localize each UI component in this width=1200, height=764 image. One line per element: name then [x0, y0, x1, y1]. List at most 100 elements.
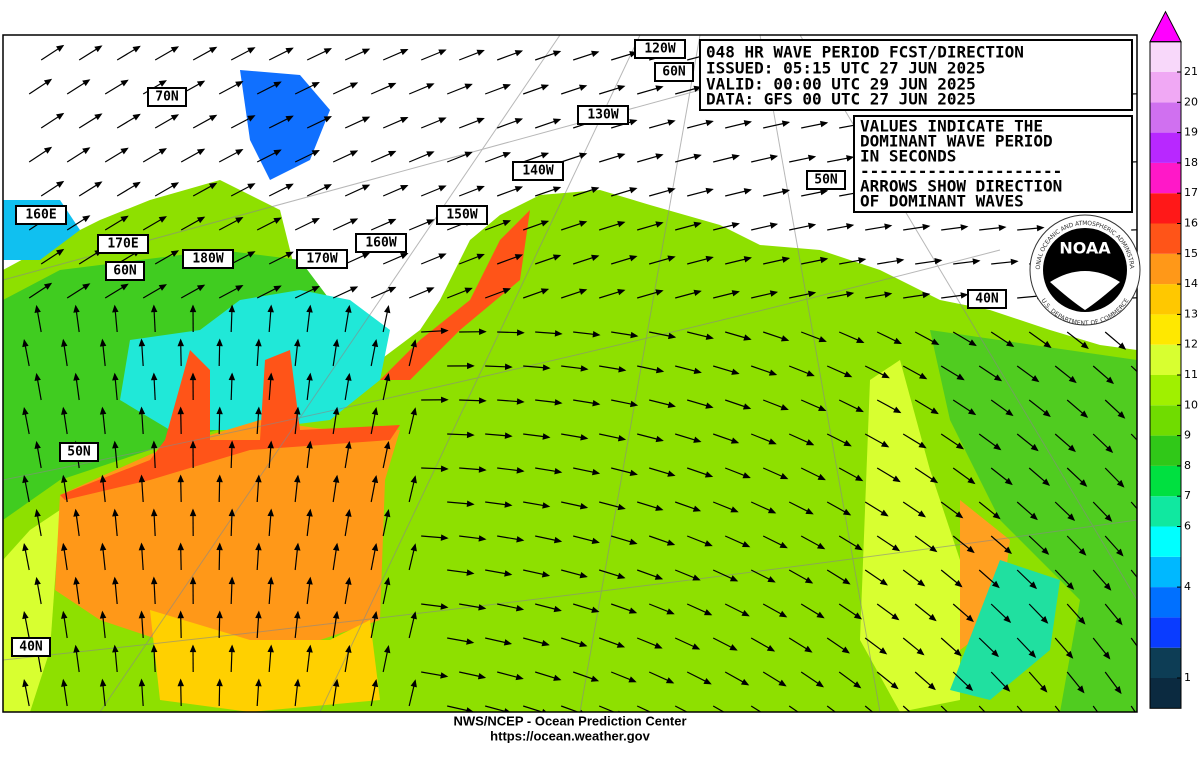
arrow-head	[917, 579, 926, 587]
arrow-head	[743, 188, 752, 195]
arrow-head	[552, 50, 562, 57]
arrow-head	[743, 256, 752, 263]
arrow-head	[216, 406, 223, 415]
wave-arrow	[1054, 705, 1061, 712]
region-blue	[240, 70, 330, 180]
arrow-head	[267, 644, 274, 653]
lon-label: 170E	[97, 234, 149, 254]
arrow-head	[934, 257, 943, 265]
arrow-head	[1043, 340, 1052, 349]
arrow-head	[927, 682, 936, 691]
arrow-head	[667, 470, 676, 477]
arrow-head	[438, 185, 447, 192]
arrow-head	[170, 250, 180, 257]
arrow-head	[842, 716, 848, 721]
arrow-head	[917, 718, 923, 723]
arrow-head	[818, 404, 827, 412]
arrow-head	[1115, 617, 1123, 626]
arrow-head	[323, 48, 333, 55]
arrow-head	[1143, 516, 1148, 522]
region-green-east	[930, 330, 1137, 712]
arrow-head	[120, 147, 129, 155]
arrow-head	[591, 468, 601, 476]
arrow-head	[553, 674, 562, 681]
wave-arrow	[1092, 705, 1099, 712]
arrow-head	[731, 222, 740, 229]
arrow-head	[189, 576, 197, 585]
arrow-head	[384, 509, 391, 518]
wave-arrow	[1131, 93, 1137, 95]
arrow-head	[552, 118, 562, 125]
arrow-head	[504, 432, 513, 439]
arrow-head	[22, 474, 29, 484]
label-text: 40N	[19, 640, 43, 655]
arrow-head	[306, 440, 313, 449]
colorbar-segment	[1150, 284, 1181, 315]
arrow-head	[476, 253, 485, 260]
arrow-head	[1036, 224, 1045, 232]
arrow-head	[667, 187, 676, 194]
arrow-head	[150, 304, 158, 313]
arrow-head	[267, 304, 274, 313]
arrow-head	[705, 402, 714, 409]
arrow-head	[554, 468, 563, 475]
arrow-head	[540, 220, 550, 227]
arrow-head	[426, 151, 435, 158]
arrow-head	[768, 369, 778, 376]
arrow-head	[345, 508, 352, 517]
arrow-head	[1068, 375, 1077, 384]
arrow-head	[1005, 408, 1014, 417]
arrow-head	[228, 508, 236, 517]
arrow-head	[691, 643, 701, 650]
arrow-head	[228, 372, 236, 381]
arrow-head	[729, 644, 738, 651]
arrow-head	[478, 466, 487, 473]
arrow-head	[968, 339, 977, 347]
label-text: 160E	[25, 208, 56, 223]
arrow-head	[1106, 376, 1114, 385]
arrow-head	[515, 604, 525, 612]
arrow-head	[655, 504, 664, 511]
arrow-head	[464, 287, 473, 294]
colorbar-segment	[1150, 496, 1181, 527]
colorbar-segment	[1150, 526, 1181, 557]
colorbar-segment	[1150, 678, 1181, 709]
wave-arrow	[1131, 229, 1137, 231]
arrow-head	[542, 433, 551, 440]
arrow-head	[919, 372, 928, 380]
arrow-head	[476, 49, 485, 56]
box-frame	[699, 39, 1133, 111]
info-line: IN SECONDS	[860, 147, 956, 166]
arrow-head	[332, 610, 340, 619]
arrow-head	[766, 644, 776, 652]
arrow-head	[177, 406, 185, 415]
arrow-head	[514, 254, 524, 261]
arrow-head	[112, 644, 119, 653]
colorbar-segment	[1150, 587, 1181, 618]
arrow-head	[112, 304, 119, 313]
colorbar-tick-label: 1	[1184, 671, 1191, 684]
arrow-head	[879, 647, 888, 655]
footer-line: https://ocean.weather.gov	[490, 728, 650, 743]
arrow-head	[1080, 410, 1089, 418]
arrow-head	[692, 574, 701, 581]
arrow-head	[247, 115, 256, 122]
colorbar-segment	[1150, 617, 1181, 648]
arrow-head	[1141, 653, 1146, 659]
colorbar-segment	[1150, 72, 1181, 103]
arrow-head	[209, 46, 218, 54]
arrow-head	[881, 371, 890, 379]
arrow-head	[918, 441, 927, 449]
arrow-head	[843, 439, 852, 447]
lon-label: 130W	[577, 105, 629, 125]
info-line: ARROWS SHOW DIRECTION	[860, 177, 1062, 196]
arrow-head	[579, 152, 588, 159]
arrow-head	[255, 338, 262, 347]
arrow-head	[255, 542, 262, 551]
arrow-head	[853, 612, 863, 620]
arrow-head	[617, 572, 626, 579]
colorbar-segment	[1150, 162, 1181, 194]
arrow-head	[294, 542, 301, 551]
arrow-head	[61, 542, 68, 551]
